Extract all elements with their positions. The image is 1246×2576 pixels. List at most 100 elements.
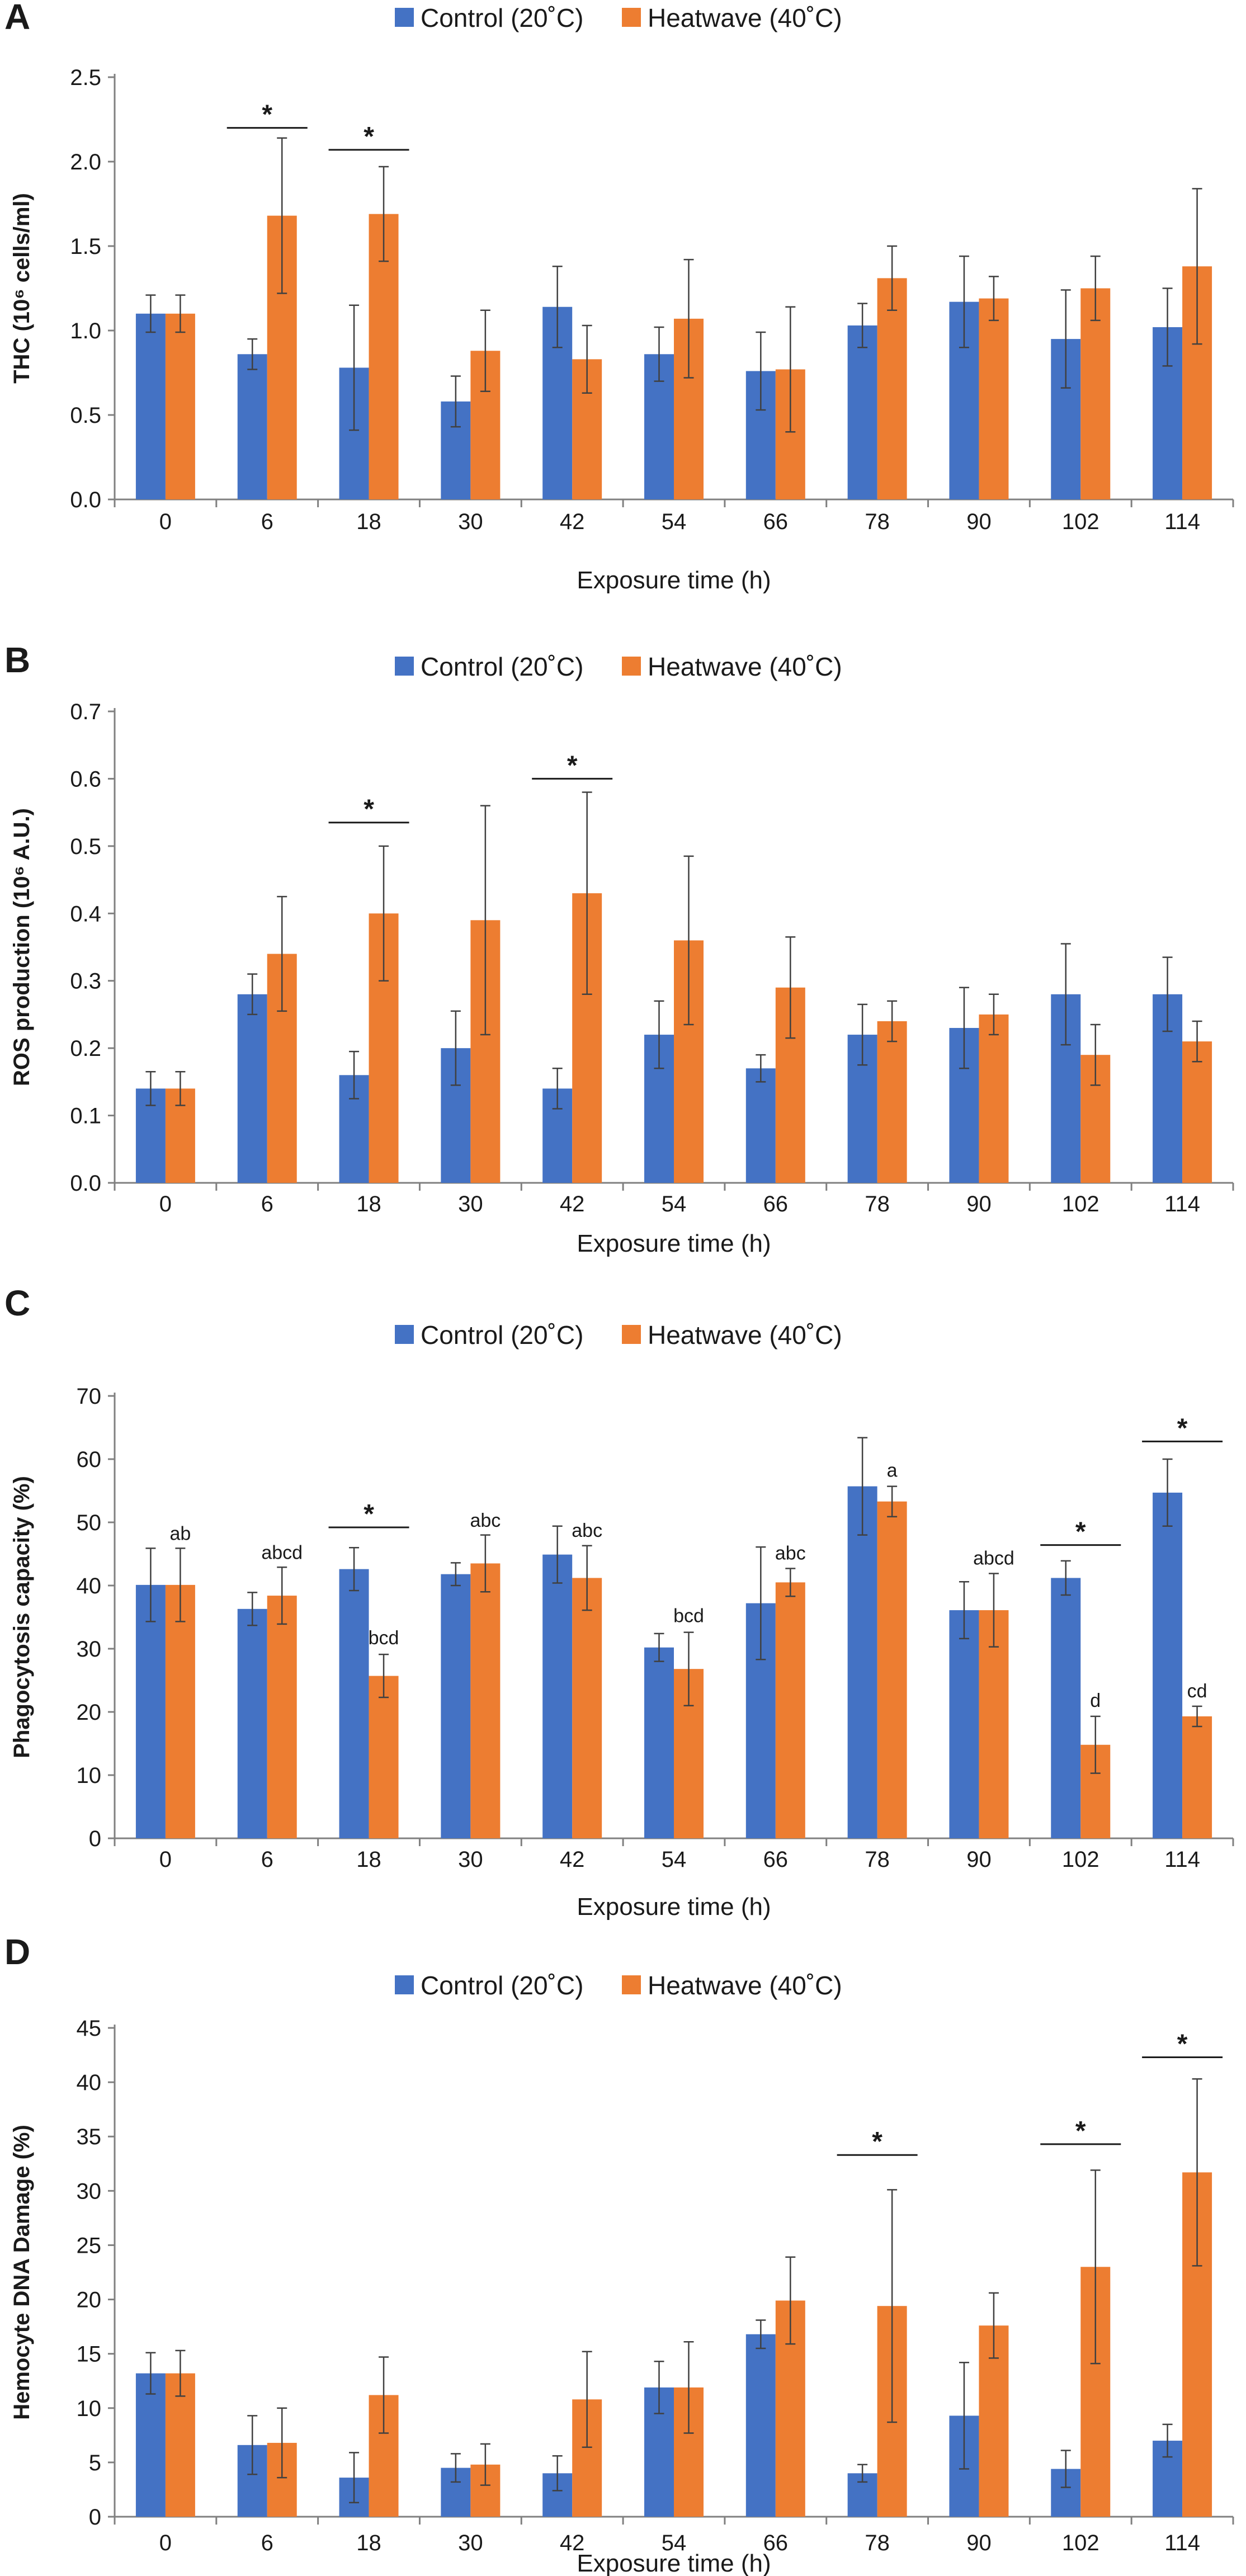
bar-heatwave (369, 1676, 399, 1838)
y-tick-label: 2.5 (70, 65, 101, 90)
y-tick-label: 2.0 (70, 150, 101, 174)
x-tick-label: 18 (356, 2531, 381, 2555)
x-tick-label: 78 (865, 1847, 890, 1872)
bar-heatwave (979, 1610, 1009, 1838)
legend: Control (20˚C) Heatwave (40˚C) (395, 3, 842, 32)
x-tick-label: 114 (1164, 509, 1200, 534)
y-axis-title: Phagocytosis capacity (%) (10, 1476, 34, 1758)
significance-star: * (1075, 1517, 1086, 1547)
bar-heatwave (1182, 1716, 1212, 1838)
legend-swatch-heatwave (622, 1325, 641, 1344)
significance-star: * (364, 795, 374, 824)
y-tick-label: 0.5 (70, 834, 101, 859)
legend-swatch-control (395, 1975, 414, 1994)
significance-star: * (1177, 1413, 1188, 1443)
x-tick-label: 6 (261, 2531, 273, 2555)
bar-control (135, 2373, 166, 2517)
y-tick-label: 0.3 (70, 969, 101, 994)
x-tick-label: 6 (261, 1847, 273, 1872)
x-tick-label: 30 (458, 1847, 483, 1872)
x-tick-label: 6 (261, 1192, 273, 1216)
legend-label-heatwave: Heatwave (40˚C) (648, 652, 842, 681)
legend-label-control: Control (20˚C) (421, 3, 583, 32)
group-letter: a (887, 1460, 898, 1482)
significance-star: * (364, 122, 374, 152)
bar-control (237, 994, 267, 1183)
x-tick-label: 6 (261, 509, 273, 534)
x-tick-label: 42 (560, 1847, 585, 1872)
bar-heatwave (877, 278, 907, 499)
x-tick-label: 30 (458, 509, 483, 534)
significance-star: * (364, 1499, 374, 1529)
legend: Control (20˚C) Heatwave (40˚C) (395, 1320, 842, 1350)
y-tick-label: 30 (77, 1637, 102, 1662)
x-tick-label: 30 (458, 1192, 483, 1216)
y-tick-label: 0 (89, 2505, 101, 2530)
y-tick-label: 0 (89, 1827, 101, 1851)
legend-swatch-heatwave (622, 1975, 641, 1994)
x-tick-label: 54 (662, 1192, 687, 1216)
bar-heatwave (979, 1014, 1009, 1183)
bar-heatwave (470, 1563, 501, 1838)
group-letter: cd (1187, 1681, 1207, 1702)
x-axis-title: Exposure time (h) (577, 1893, 771, 1921)
x-tick-label: 78 (865, 1192, 890, 1216)
group-letter: abc (572, 1520, 602, 1541)
group-letter: bcd (369, 1627, 399, 1649)
y-tick-label: 5 (89, 2451, 101, 2475)
x-tick-label: 78 (865, 509, 890, 534)
x-tick-label: 102 (1062, 1192, 1099, 1216)
group-letter: abc (775, 1543, 806, 1564)
bar-control (339, 1569, 369, 1838)
x-tick-label: 18 (356, 509, 381, 534)
bar-control (1051, 1578, 1081, 1838)
y-tick-label: 0.4 (70, 902, 101, 926)
significance-star: * (1075, 2116, 1086, 2146)
legend: Control (20˚C) Heatwave (40˚C) (395, 1971, 842, 2000)
x-tick-label: 66 (763, 2531, 789, 2555)
y-tick-label: 60 (77, 1447, 102, 1472)
legend-swatch-heatwave (622, 8, 641, 27)
bar-heatwave (1182, 1041, 1212, 1183)
bar-heatwave (165, 1584, 195, 1838)
x-tick-label: 0 (159, 2531, 172, 2555)
bar-control (745, 2334, 776, 2517)
group-letter: bcd (673, 1606, 704, 1627)
y-tick-label: 40 (77, 2070, 102, 2095)
panel-letter-B: B (4, 640, 30, 680)
x-axis-title: Exposure time (h) (577, 1230, 771, 1257)
bar-heatwave (775, 1582, 805, 1838)
y-axis-title: Hemocyte DNA Damage (%) (10, 2125, 34, 2420)
bar-control (1153, 1492, 1183, 1838)
significance-star: * (872, 2127, 882, 2157)
x-tick-label: 114 (1164, 1847, 1200, 1872)
x-tick-label: 66 (763, 1192, 789, 1216)
y-tick-label: 0.6 (70, 767, 101, 791)
y-tick-label: 20 (77, 1700, 102, 1725)
y-tick-label: 10 (77, 2396, 102, 2421)
y-axis-title: THC (10⁶ cells/ml) (10, 193, 34, 384)
legend-swatch-control (395, 1325, 414, 1344)
x-tick-label: 0 (159, 1192, 172, 1216)
legend-label-control: Control (20˚C) (421, 1971, 583, 2000)
group-letter: d (1090, 1690, 1101, 1711)
x-tick-label: 114 (1164, 2531, 1200, 2555)
bar-control (949, 1610, 979, 1838)
panel-letter-D: D (4, 1932, 30, 1972)
panel-B: B Control (20˚C) Heatwave (40˚C) 0.0 0.1 0.2 0… (4, 640, 1234, 1257)
legend-label-heatwave: Heatwave (40˚C) (648, 1320, 842, 1350)
bar-heatwave (1080, 288, 1111, 499)
x-tick-label: 102 (1062, 509, 1099, 534)
bar-control (644, 1647, 674, 1838)
y-tick-label: 15 (77, 2342, 102, 2367)
x-tick-label: 102 (1062, 1847, 1099, 1872)
significance-star: * (1177, 2029, 1188, 2059)
x-axis-title: Exposure time (h) (577, 567, 771, 594)
y-tick-label: 40 (77, 1574, 102, 1598)
legend-swatch-control (395, 8, 414, 27)
legend-label-heatwave: Heatwave (40˚C) (648, 1971, 842, 2000)
x-tick-label: 114 (1164, 1192, 1200, 1216)
y-tick-label: 0.0 (70, 1171, 101, 1196)
